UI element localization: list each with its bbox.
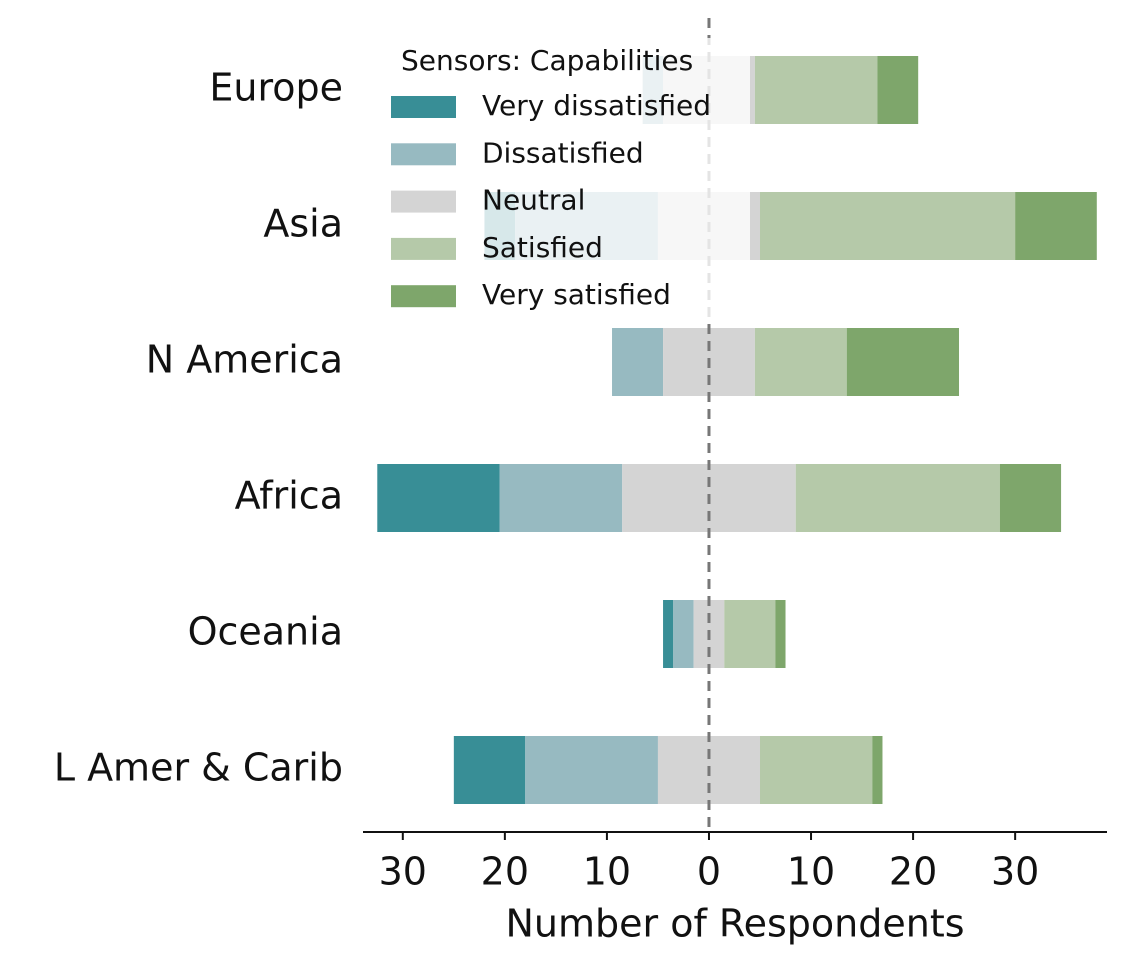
y-tick-label: Asia: [263, 202, 343, 246]
bar-segment: [760, 192, 1016, 260]
bar-segment: [525, 736, 658, 804]
bar-segment: [846, 328, 960, 396]
bar-segment: [453, 736, 526, 804]
y-tick-label: Oceania: [188, 610, 343, 654]
bar-segment: [673, 600, 694, 668]
legend-swatch: [391, 190, 456, 213]
legend-swatch: [391, 143, 456, 166]
x-tick-label: 30: [991, 850, 1039, 894]
bar-segment: [999, 464, 1062, 532]
x-axis-label: Number of Respondents: [505, 902, 964, 946]
x-tick-label: 30: [379, 850, 427, 894]
legend-label: Very satisfied: [482, 278, 671, 311]
x-tick-label: 10: [787, 850, 835, 894]
bar-segment: [724, 600, 776, 668]
legend-title: Sensors: Capabilities: [401, 44, 693, 77]
y-tick-label: N America: [146, 338, 343, 382]
legend-swatch: [391, 96, 456, 118]
bar-segment: [872, 736, 883, 804]
bar-segment: [1015, 192, 1097, 260]
bar-segment: [612, 328, 664, 396]
bar-segment: [754, 56, 878, 124]
bar-segment: [663, 600, 674, 668]
y-tick-label: Europe: [209, 66, 343, 110]
bar-segment: [754, 328, 847, 396]
legend-label: Very dissatisfied: [482, 89, 711, 122]
bar-segment: [760, 736, 873, 804]
bar-segment: [775, 600, 786, 668]
bar-segment: [877, 56, 919, 124]
y-tick-label: L Amer & Carib: [54, 746, 343, 790]
legend-swatch: [391, 237, 456, 260]
y-tick-label: Africa: [235, 474, 343, 518]
legend-label: Neutral: [482, 184, 585, 217]
legend-label: Dissatisfied: [482, 136, 644, 169]
bar-segment: [795, 464, 1000, 532]
x-tick-label: 0: [697, 850, 721, 894]
legend-box: [380, 38, 750, 320]
x-tick-label: 20: [889, 850, 937, 894]
x-tick-label: 10: [583, 850, 631, 894]
bar-segment: [377, 464, 500, 532]
x-tick-label: 20: [481, 850, 529, 894]
legend-swatch: [391, 285, 456, 308]
bar-segment: [499, 464, 623, 532]
legend-label: Satisfied: [482, 231, 603, 264]
